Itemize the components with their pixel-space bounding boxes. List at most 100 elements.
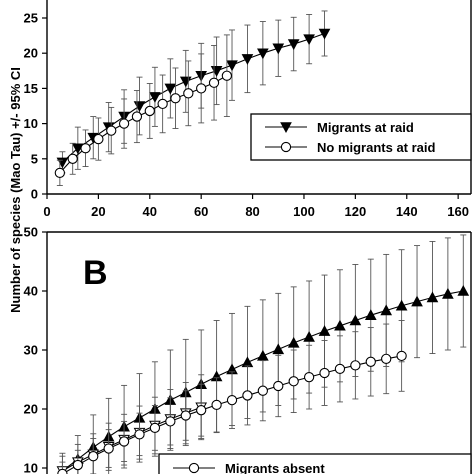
data-point: [426, 291, 439, 303]
legend-box: [250, 113, 472, 161]
series-circle-open: [54, 34, 233, 187]
y-tick-label: 50: [24, 225, 38, 240]
data-point: [287, 39, 300, 51]
panel-a-chart: 0 5 10 15 20 25 0 20 40 60 80 100 120 140 160 Migrants …: [24, 0, 472, 219]
data-point: [93, 133, 104, 145]
y-tick-label: 20: [24, 46, 38, 61]
data-point: [196, 405, 207, 416]
data-point: [149, 92, 161, 103]
data-point: [165, 416, 176, 427]
panel-b-chart: 10 20 30 40 50 Migrants absent B: [24, 225, 472, 474]
data-point: [131, 111, 143, 122]
data-point: [411, 295, 423, 307]
x-tick-label: 20: [91, 204, 105, 219]
plot-area: [54, 10, 331, 187]
data-point: [287, 336, 300, 348]
data-point: [67, 153, 78, 164]
y-tick-label: 5: [31, 151, 38, 166]
data-point: [226, 60, 238, 72]
data-point: [272, 343, 285, 355]
data-point: [157, 98, 168, 110]
data-point: [71, 143, 84, 155]
legend-box: [158, 453, 472, 474]
y-tick-label: 10: [24, 116, 38, 131]
legend-marker: [280, 141, 292, 153]
data-point: [273, 380, 284, 392]
data-point: [241, 54, 254, 65]
data-point: [334, 319, 346, 331]
data-point: [134, 429, 145, 440]
data-point: [288, 376, 299, 387]
data-point: [318, 28, 331, 40]
x-tick-label: 60: [194, 204, 208, 219]
y-tick-label: 10: [24, 461, 38, 474]
data-point: [396, 350, 407, 362]
data-point: [457, 284, 470, 296]
data-point: [303, 34, 315, 46]
legend: Migrants absent: [158, 453, 472, 474]
y-tick-label: 0: [31, 187, 38, 202]
data-point: [226, 394, 238, 406]
data-point: [318, 325, 331, 336]
data-point: [365, 356, 376, 367]
data-point: [242, 390, 253, 401]
x-tick-label: 160: [447, 204, 469, 219]
legend-label: Migrants absent: [225, 461, 325, 474]
data-point: [88, 451, 99, 462]
data-point: [106, 125, 117, 136]
data-point: [164, 83, 177, 95]
data-point: [196, 83, 207, 94]
x-tick-label: 100: [293, 204, 315, 219]
y-tick-label: 40: [24, 284, 38, 299]
data-point: [395, 299, 408, 311]
data-point: [349, 314, 362, 326]
legend-marker: [188, 462, 200, 474]
legend-label: No migrants at raid: [317, 140, 436, 155]
data-point: [170, 93, 181, 104]
y-tick-label: 25: [24, 11, 38, 26]
data-point: [334, 363, 346, 375]
x-tick-label: 120: [345, 204, 367, 219]
data-point: [380, 304, 393, 316]
data-point: [319, 367, 330, 379]
legend-label: Migrants at raid: [317, 120, 414, 135]
data-point: [72, 459, 83, 471]
x-tick-label: 140: [396, 204, 418, 219]
legend: Migrants at raid No migrants at raid: [250, 113, 472, 161]
data-point: [257, 349, 269, 361]
data-point: [381, 353, 392, 364]
legend-marker: [280, 122, 292, 134]
x-tick-label: 80: [245, 204, 259, 219]
data-point: [80, 143, 91, 154]
plot-area: [56, 234, 470, 474]
data-point: [183, 88, 194, 99]
series-line: [62, 406, 202, 472]
data-point: [442, 287, 454, 299]
data-point: [257, 48, 269, 60]
data-point: [364, 309, 377, 320]
data-point: [211, 399, 222, 411]
data-point: [303, 371, 315, 383]
data-point: [221, 70, 233, 81]
y-tick-label: 20: [24, 402, 38, 417]
data-point: [54, 167, 65, 179]
y-axis-title: Number of species (Mao Tau) +/- 95% CI: [8, 67, 23, 313]
data-point: [350, 360, 361, 371]
panel-letter: B: [83, 254, 108, 292]
data-point: [303, 330, 315, 342]
data-point: [149, 422, 161, 434]
y-tick-label: 30: [24, 343, 38, 358]
data-point: [118, 118, 130, 129]
data-point: [57, 468, 68, 474]
data-point: [208, 77, 220, 88]
data-point: [118, 436, 130, 447]
data-point: [180, 410, 191, 421]
y-tick-label: 15: [24, 81, 38, 96]
series-circle-open: [57, 320, 407, 474]
data-point: [144, 105, 155, 117]
x-tick-label: 0: [43, 204, 50, 219]
x-tick-label: 40: [143, 204, 157, 219]
data-point: [257, 385, 269, 396]
data-point: [103, 443, 114, 454]
